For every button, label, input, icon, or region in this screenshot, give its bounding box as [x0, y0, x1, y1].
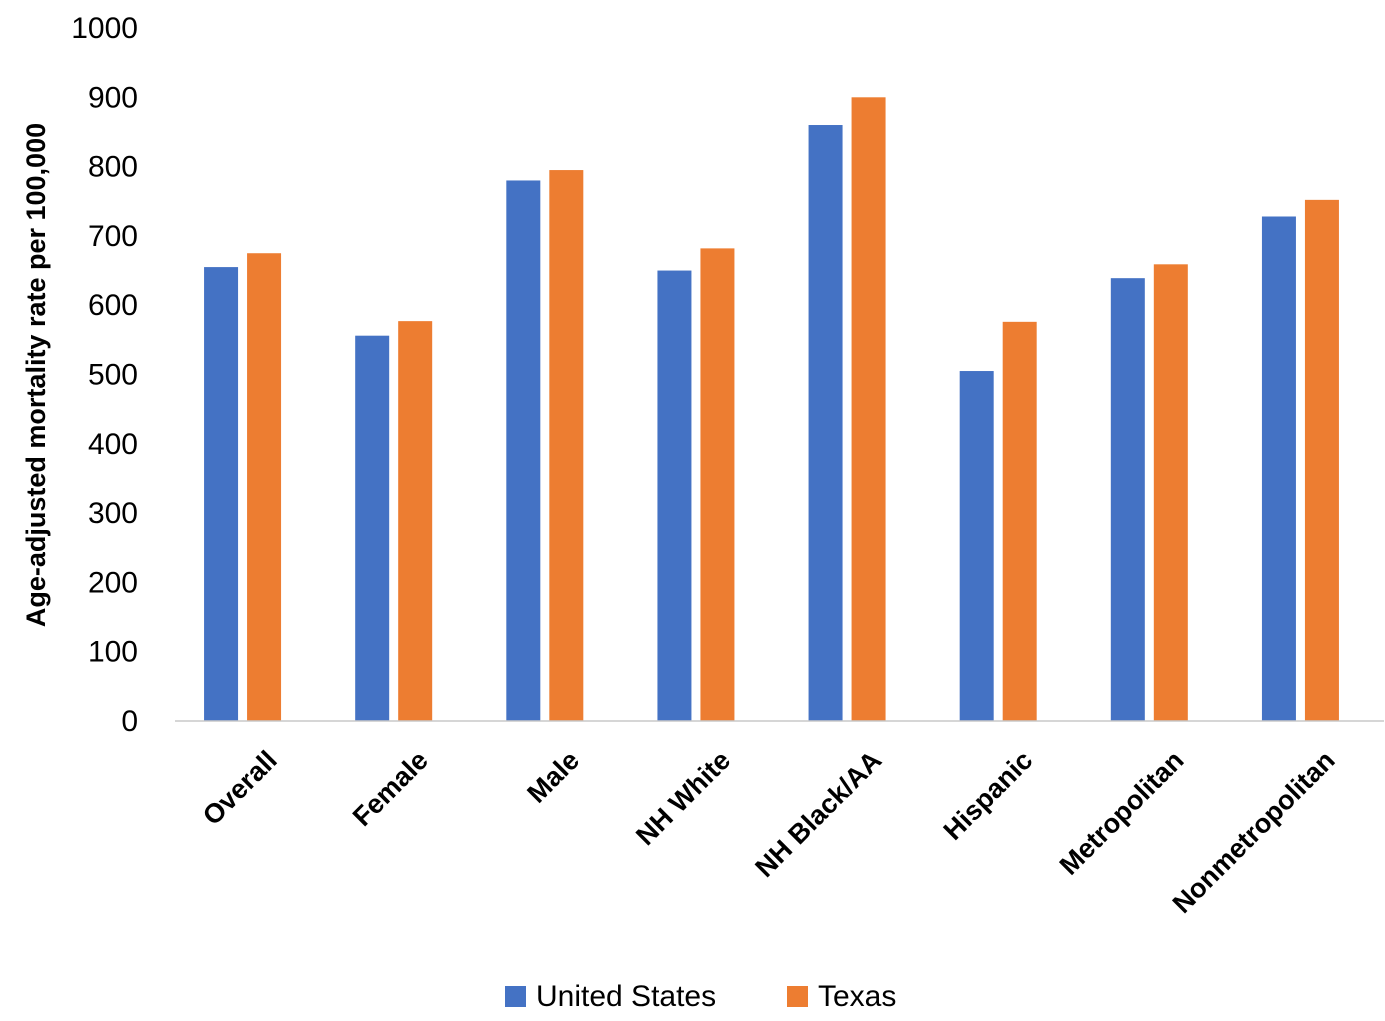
bar-hispanic-texas [1002, 321, 1037, 721]
y-tick-label: 1000 [71, 12, 138, 45]
legend: United States Texas [505, 980, 896, 1013]
y-tick-label: 400 [88, 428, 138, 461]
y-tick-label: 200 [88, 566, 138, 599]
y-tick-label: 900 [88, 81, 138, 114]
bar-hispanic-united-states [959, 371, 994, 721]
bar-metropolitan-united-states [1110, 278, 1145, 721]
bar-female-united-states [355, 335, 390, 721]
bars [204, 97, 1339, 722]
bar-male-united-states [506, 180, 541, 721]
bar-nh-black-aa-texas [851, 97, 886, 722]
legend-swatch [787, 986, 808, 1007]
x-tick-label: NH White [630, 745, 736, 851]
bar-nh-black-aa-united-states [808, 125, 843, 721]
y-tick-label: 500 [88, 359, 138, 392]
x-tick-label: Male [521, 745, 585, 809]
y-tick-label: 800 [88, 151, 138, 184]
bar-overall-texas [247, 253, 282, 721]
bar-overall-united-states [204, 267, 239, 721]
y-tick-label: 700 [88, 220, 138, 253]
x-tick-label: Hispanic [938, 745, 1039, 846]
x-tick-label: Metropolitan [1054, 745, 1190, 881]
legend-swatch [505, 986, 526, 1007]
legend-label: United States [536, 980, 716, 1013]
y-tick-label: 0 [121, 705, 138, 738]
x-tick-label: Nonmetropolitan [1167, 745, 1341, 919]
category-labels: Overall Female Male NH White NH Black/AA Hisp… [197, 745, 1341, 919]
bar-female-texas [398, 321, 433, 721]
bar-nonmetropolitan-texas [1304, 199, 1339, 721]
y-axis-title-group: Age-adjusted mortality rate per 100,000 [21, 123, 51, 627]
y-tick-label: 300 [88, 497, 138, 530]
y-tick-label: 600 [88, 289, 138, 322]
x-tick-label: Female [347, 745, 434, 832]
bar-nonmetropolitan-united-states [1261, 216, 1296, 721]
x-tick-label: NH Black/AA [749, 745, 887, 883]
bar-metropolitan-texas [1153, 264, 1188, 721]
legend-label: Texas [818, 980, 896, 1013]
bar-nh-white-united-states [657, 270, 692, 721]
bar-male-texas [549, 170, 584, 721]
bar-nh-white-texas [700, 248, 735, 721]
y-axis-title: Age-adjusted mortality rate per 100,000 [21, 123, 51, 627]
y-tick-label: 100 [88, 636, 138, 669]
x-tick-label: Overall [197, 745, 283, 831]
y-axis-ticks: 0 100 200 300 400 500 600 700 800 900 1000 [71, 12, 138, 738]
